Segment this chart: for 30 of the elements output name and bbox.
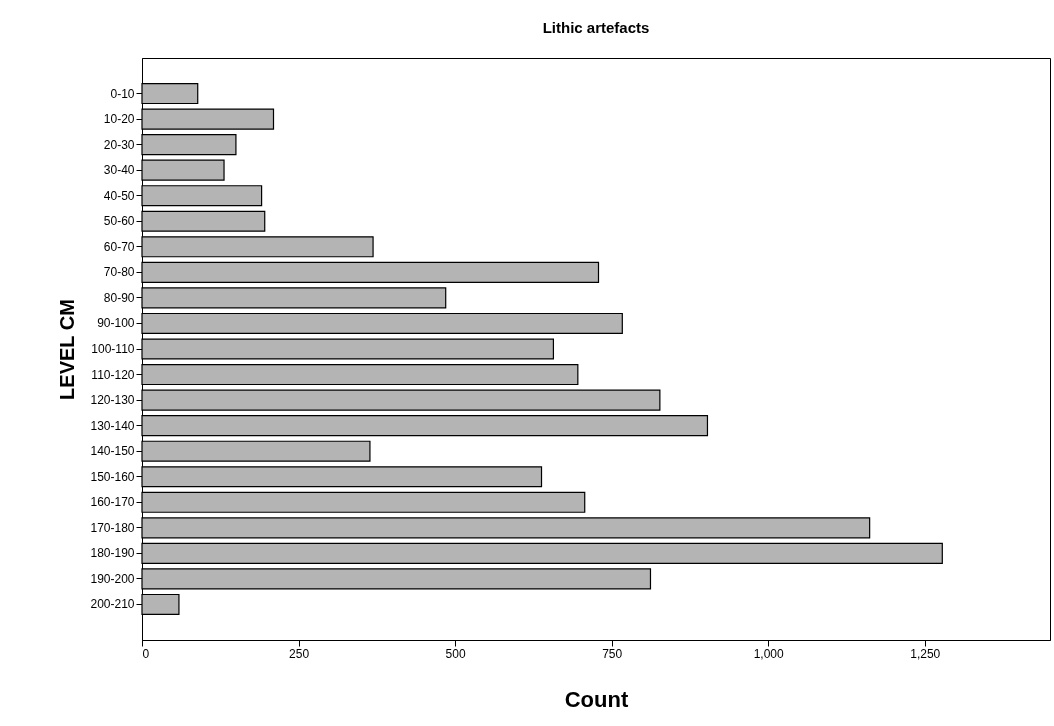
- x-tick-label: 750: [602, 646, 623, 661]
- y-tick-label: 160-170: [90, 495, 135, 510]
- y-tick-label: 10-20: [103, 112, 135, 127]
- y-tick-label: 40-50: [103, 188, 135, 203]
- y-tick-label: 60-70: [103, 239, 135, 254]
- y-axis-title: LEVEL CM: [56, 299, 79, 400]
- x-tick-label: 0: [142, 646, 150, 661]
- y-tick-label: 70-80: [103, 265, 135, 280]
- y-tick-label: 130-140: [90, 418, 135, 433]
- x-tick-label: 1,000: [753, 646, 785, 661]
- y-tick-label: 80-90: [103, 290, 135, 305]
- y-tick-label: 20-30: [103, 137, 135, 152]
- chart-title: Lithic artefacts: [542, 19, 650, 36]
- y-tick-label: 120-130: [90, 393, 135, 408]
- y-tick-label: 170-180: [90, 520, 135, 535]
- y-tick-label: 100-110: [91, 342, 135, 356]
- y-tick-label: 180-190: [90, 546, 135, 561]
- y-tick-label: 140-150: [90, 444, 135, 459]
- y-tick-label: 50-60: [103, 214, 135, 229]
- x-tick-label: 250: [289, 646, 310, 661]
- y-tick-label: 90-100: [97, 316, 135, 331]
- x-tick-label: 500: [445, 646, 466, 661]
- y-tick-label: 150-160: [90, 469, 135, 484]
- y-tick-label: 200-210: [90, 597, 135, 612]
- x-tick-label: 1,250: [910, 646, 941, 661]
- y-tick-label: 110-120: [91, 367, 135, 382]
- y-tick-label: 0-10: [110, 86, 135, 101]
- y-tick-label: 30-40: [103, 163, 135, 178]
- y-tick-label: 190-200: [90, 571, 135, 586]
- x-axis-title: Count: [564, 686, 629, 712]
